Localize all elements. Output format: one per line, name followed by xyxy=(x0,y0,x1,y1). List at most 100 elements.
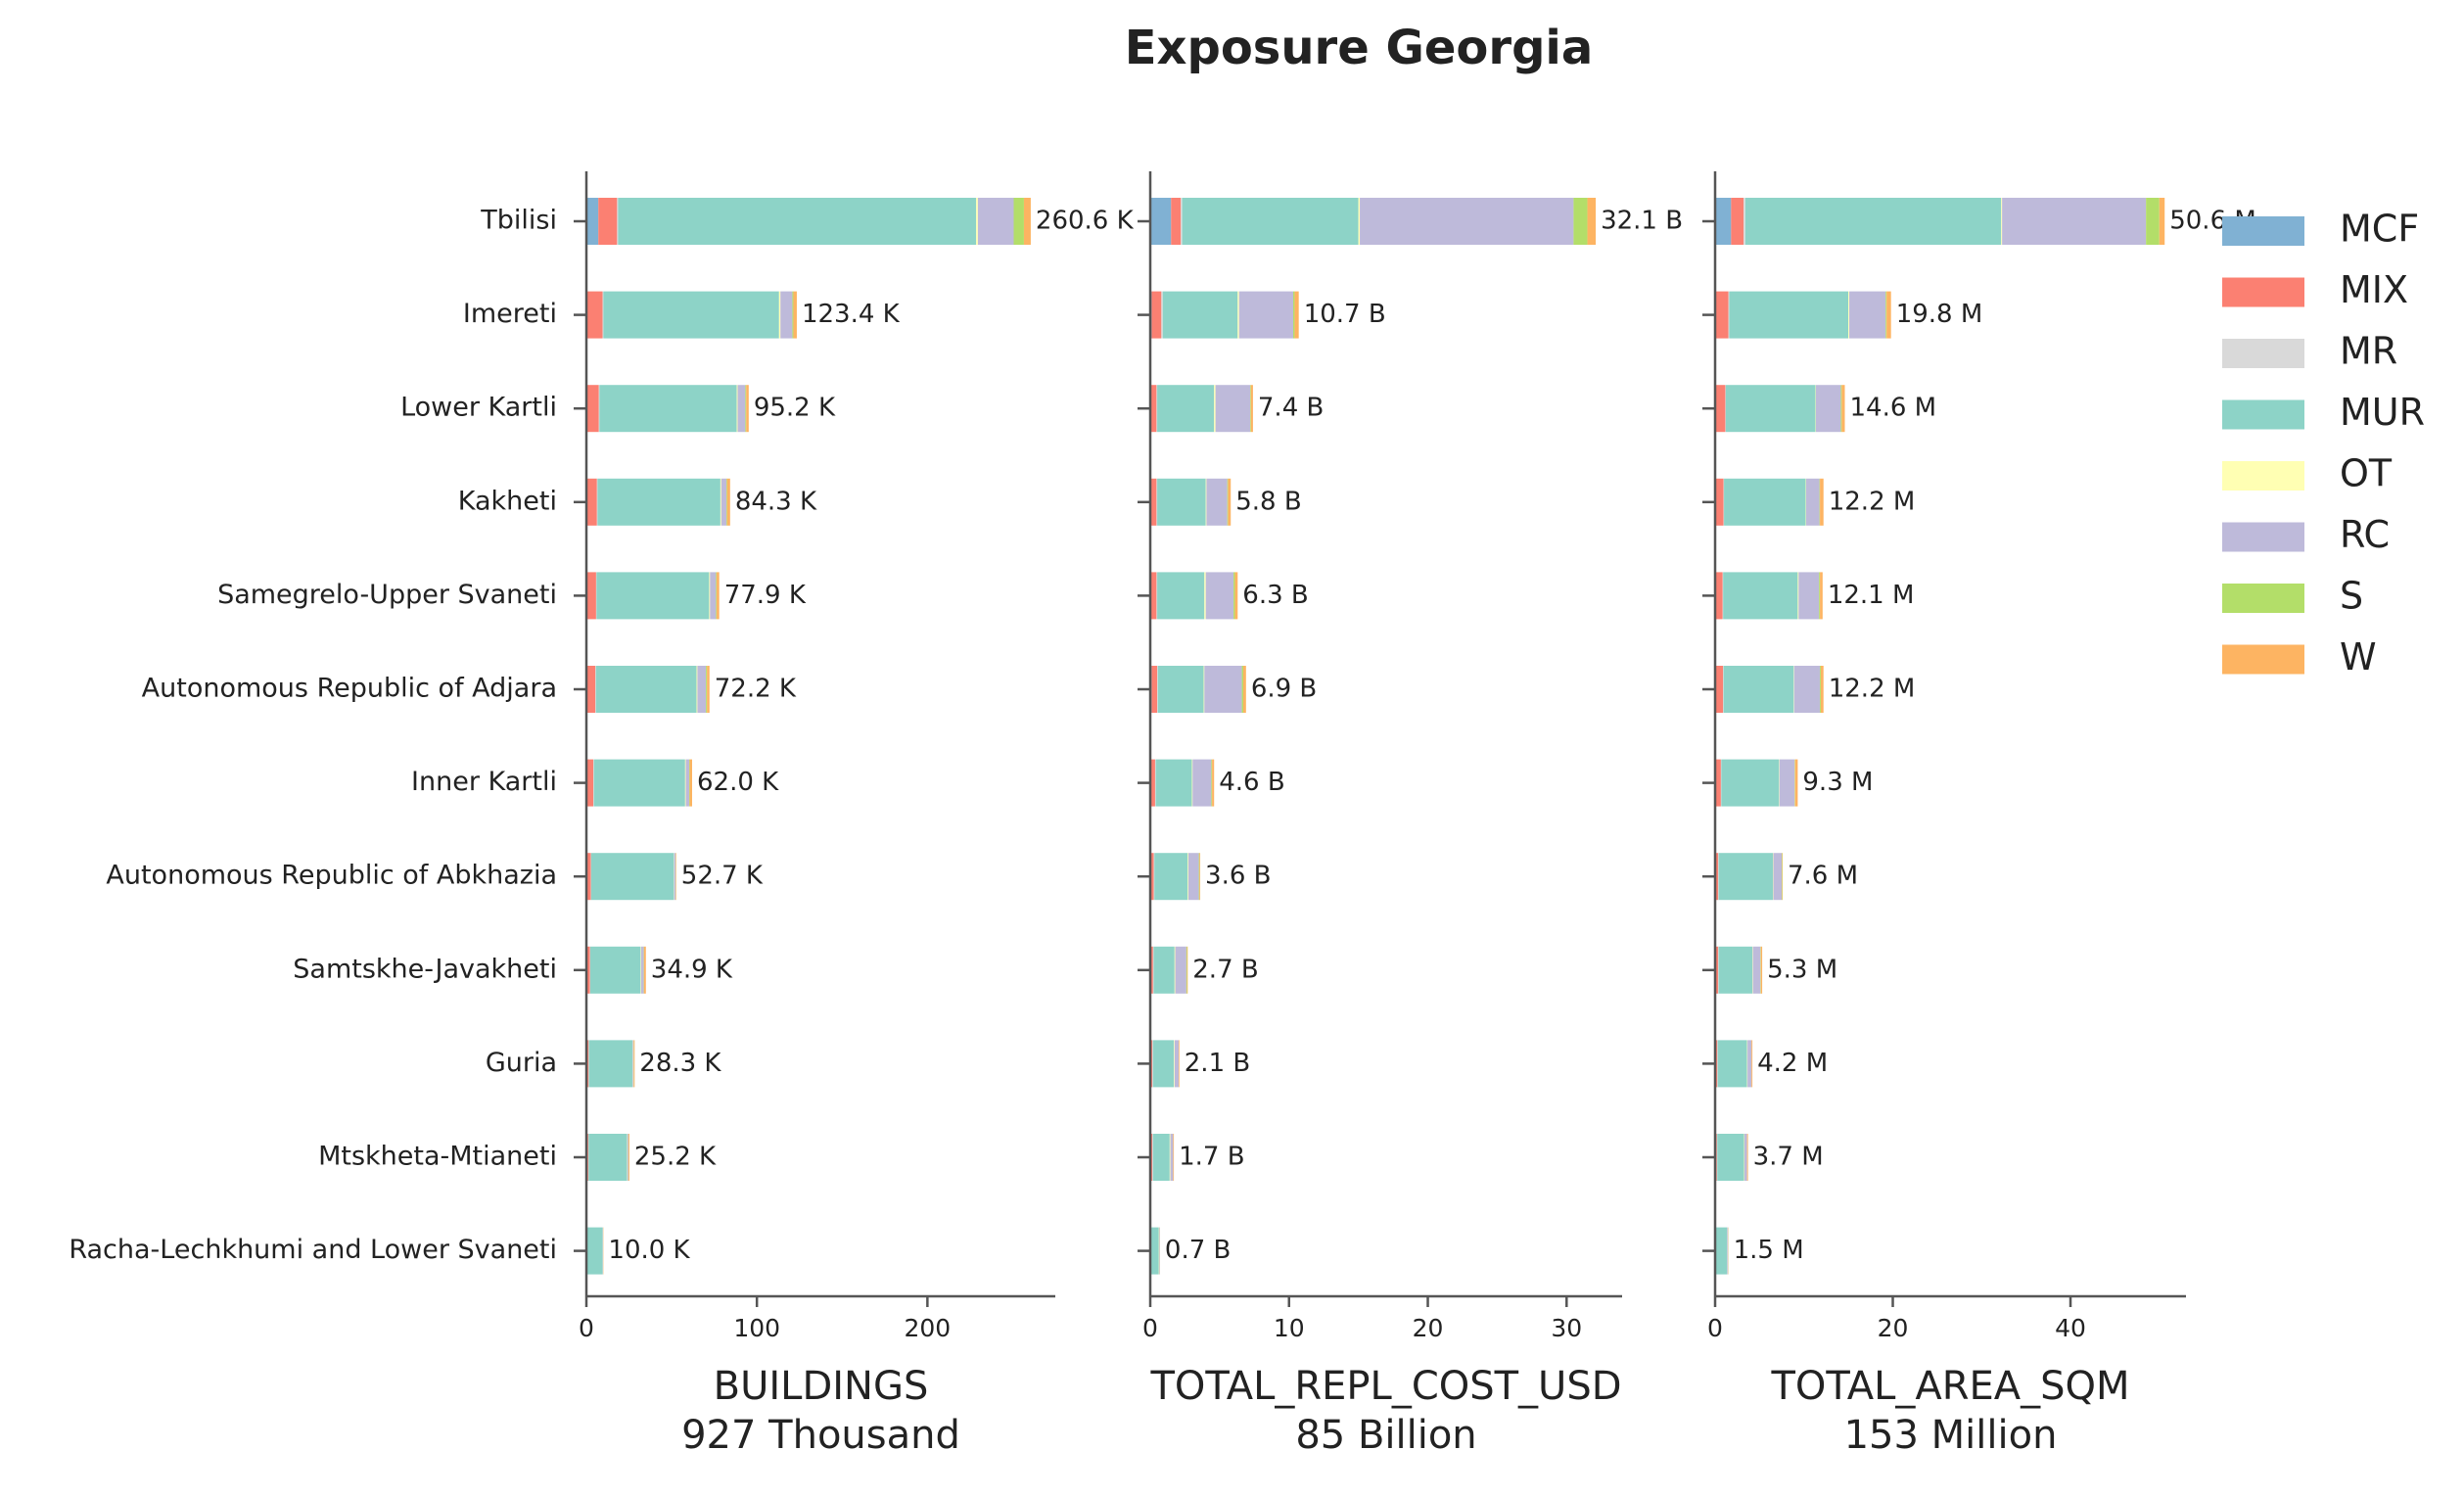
bar-segment xyxy=(586,291,603,339)
bar-segment xyxy=(1157,572,1205,620)
value-label: 7.6 M xyxy=(1788,862,1858,891)
bar-segment xyxy=(1233,572,1235,620)
bar-segment xyxy=(685,759,690,807)
bar-segment xyxy=(707,666,710,713)
bar-segment xyxy=(1156,572,1158,620)
bar-segment xyxy=(595,572,597,620)
value-label: 72.2 K xyxy=(715,675,797,704)
x-axis-subtitle: 85 Billion xyxy=(1295,1413,1476,1458)
bar-segment xyxy=(1798,572,1820,620)
bar-segment xyxy=(1155,759,1192,807)
x-tick-label: 0 xyxy=(1142,1314,1158,1342)
value-label: 4.2 M xyxy=(1757,1049,1828,1078)
x-tick-label: 10 xyxy=(1274,1314,1305,1342)
bar-segment xyxy=(1725,385,1816,433)
value-label: 28.3 K xyxy=(639,1049,721,1078)
bar-segment xyxy=(1214,385,1216,433)
bar-segment xyxy=(1150,946,1153,994)
y-tick-label: Racha-Lechkhumi and Lower Svaneti xyxy=(69,1235,557,1265)
bar-segment xyxy=(1779,759,1795,807)
value-label: 5.8 B xyxy=(1235,487,1301,516)
bar-segment xyxy=(1715,946,1719,994)
bar-segment xyxy=(1715,291,1729,339)
bar-segment xyxy=(780,291,793,339)
bar-segment xyxy=(586,1227,603,1275)
bar-segment xyxy=(1186,946,1188,994)
value-label: 0.7 B xyxy=(1165,1236,1231,1265)
x-tick-label: 200 xyxy=(905,1314,952,1342)
bar-segment xyxy=(1746,1134,1748,1181)
bar-segment xyxy=(588,1134,628,1181)
x-tick-label: 40 xyxy=(2055,1314,2086,1342)
legend-label: S xyxy=(2340,575,2363,618)
bar-segment xyxy=(1191,759,1193,807)
bar-segment xyxy=(1157,385,1215,433)
bar-segment xyxy=(1743,198,1745,245)
bar-segment xyxy=(1152,1040,1175,1088)
x-tick-label: 20 xyxy=(1878,1314,1909,1342)
bar-segment xyxy=(586,666,596,713)
bar-segment xyxy=(596,478,598,526)
bar-segment xyxy=(1150,853,1154,901)
y-tick-label: Autonomous Republic of Adjara xyxy=(142,674,557,704)
bar-segment xyxy=(628,1134,629,1181)
y-tick-label: Imereti xyxy=(463,299,557,329)
legend-label: OT xyxy=(2340,452,2393,495)
bar-segment xyxy=(1182,198,1359,245)
bar-segment xyxy=(710,572,717,620)
bar-segment xyxy=(1715,853,1719,901)
bar-segment xyxy=(1820,666,1824,713)
legend-swatch xyxy=(2222,399,2304,430)
bar-segment xyxy=(793,291,797,339)
bar-segment xyxy=(1150,385,1157,433)
bar-segment xyxy=(1715,1227,1728,1275)
bar-segment xyxy=(1715,1040,1718,1088)
bar-segment xyxy=(1152,946,1154,994)
value-label: 25.2 K xyxy=(634,1143,717,1172)
bar-segment xyxy=(1848,291,1850,339)
legend-label: W xyxy=(2340,635,2377,678)
bar-segment xyxy=(588,1040,633,1088)
bar-segment xyxy=(593,759,685,807)
x-axis-subtitle: 927 Thousand xyxy=(681,1413,960,1458)
bar-segment xyxy=(1238,291,1294,339)
legend-swatch xyxy=(2222,644,2304,675)
bar-segment xyxy=(1152,1040,1153,1088)
bar-segment xyxy=(1250,385,1253,433)
bar-segment xyxy=(2146,198,2160,245)
value-label: 19.8 M xyxy=(1896,300,1983,329)
bar-segment xyxy=(1587,198,1597,245)
bar-segment xyxy=(1150,759,1155,807)
bar-segment xyxy=(1150,478,1157,526)
bar-segment xyxy=(1181,198,1183,245)
bar-segment xyxy=(1718,946,1753,994)
legend-swatch xyxy=(2222,584,2304,613)
bar-segment xyxy=(1192,759,1212,807)
bar-segment xyxy=(1151,666,1158,713)
bar-segment xyxy=(1573,198,1588,245)
bar-segment xyxy=(1724,478,1806,526)
bar-segment xyxy=(1157,478,1206,526)
bar-segment xyxy=(1150,198,1172,245)
bar-segment xyxy=(1187,853,1188,901)
value-label: 2.1 B xyxy=(1185,1049,1250,1078)
value-label: 1.5 M xyxy=(1734,1236,1804,1265)
y-tick-label: Lower Kartli xyxy=(400,393,557,423)
bar-segment xyxy=(1228,478,1232,526)
bar-segment xyxy=(1157,666,1158,713)
bar-segment xyxy=(1820,478,1824,526)
bar-segment xyxy=(1715,478,1724,526)
bar-segment xyxy=(1204,666,1242,713)
y-tick-label: Kakheti xyxy=(458,486,557,516)
bar-segment xyxy=(1250,385,1251,433)
bar-segment xyxy=(745,385,747,433)
bar-segment xyxy=(1886,291,1891,339)
bar-segment xyxy=(586,946,590,994)
bar-segment xyxy=(1715,198,1732,245)
value-label: 6.3 B xyxy=(1242,581,1308,610)
bar-segment xyxy=(1169,1134,1171,1181)
bar-segment xyxy=(2001,198,2003,245)
bar-segment xyxy=(1157,666,1204,713)
bar-segment xyxy=(590,946,641,994)
bar-segment xyxy=(2159,198,2165,245)
